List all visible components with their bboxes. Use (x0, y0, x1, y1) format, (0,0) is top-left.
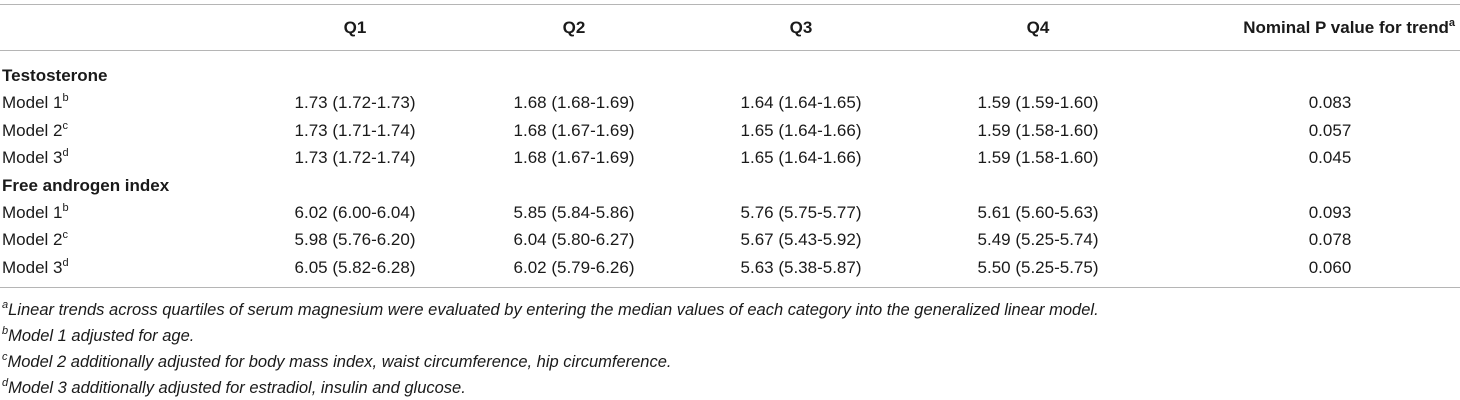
footnote-marker: a (1448, 17, 1455, 29)
table-cell: 5.61 (5.60-5.63) (977, 202, 1099, 222)
column-header: Q3 (790, 18, 813, 38)
row-label: Model 2c (2, 119, 68, 141)
table-cell: 1.68 (1.68-1.69) (513, 93, 635, 112)
table-cell: 6.04 (5.80-6.27) (513, 230, 635, 249)
footnote-marker: d (2, 377, 9, 389)
footnote-text: Model 2 additionally adjusted for body m… (7, 353, 672, 371)
footnote: bModel 1 adjusted for age. (2, 325, 195, 346)
table-cell: 5.98 (5.76-6.20) (294, 230, 416, 249)
footnote-marker: a (2, 299, 9, 311)
table-cell: 1.68 (1.67-1.69) (513, 148, 635, 167)
row-label-text: Model 2 (2, 230, 63, 249)
column-header-text: Q3 (789, 18, 813, 37)
table-cell: 5.49 (5.25-5.74) (977, 230, 1099, 249)
table-cell: 1.73 (1.71-1.74) (294, 120, 416, 140)
row-label: Model 3d (2, 256, 69, 278)
table-cell: 1.73 (1.72-1.73) (294, 93, 416, 112)
table-cell: 5.63 (5.38-5.87) (740, 257, 862, 277)
column-header: Nominal P value for trenda (1243, 18, 1455, 38)
row-label: Model 1b (2, 93, 69, 113)
table-cell: 5.50 (5.25-5.75) (977, 257, 1099, 277)
table-cell: 1.68 (1.67-1.69) (513, 120, 635, 140)
table-cell: 0.078 (1308, 230, 1352, 249)
table-cell: 1.64 (1.64-1.65) (740, 93, 862, 112)
table-cell: 5.76 (5.75-5.77) (740, 202, 862, 222)
table-cell: 6.02 (6.00-6.04) (294, 202, 416, 222)
row-label-text: Model 3 (2, 148, 63, 167)
footnote-marker: d (62, 147, 69, 159)
table-cell: 6.02 (5.79-6.26) (513, 257, 635, 277)
row-label-text: Model 1 (2, 202, 63, 222)
footnote-marker: c (2, 351, 8, 363)
footnote-text: Linear trends across quartiles of serum … (8, 301, 1099, 319)
footnote-text: Model 3 additionally adjusted for estrad… (8, 379, 466, 397)
column-header-text: Nominal P value for trend (1243, 18, 1449, 37)
footnote-marker: b (2, 325, 9, 337)
bottom-rule (0, 287, 1460, 288)
header-rule (0, 50, 1460, 51)
top-rule (0, 4, 1460, 5)
footnote: cModel 2 additionally adjusted for body … (2, 351, 672, 372)
row-label-text: Model 2 (2, 120, 63, 140)
column-header-text: Q1 (343, 18, 367, 37)
footnote-marker: b (62, 92, 69, 104)
table-cell: 0.093 (1308, 202, 1352, 222)
table-cell: 0.060 (1308, 257, 1352, 277)
footnote-text: Model 1 adjusted for age. (8, 327, 195, 345)
row-label: Model 3d (2, 148, 69, 168)
section-title: Free androgen index (2, 175, 170, 195)
footnote-marker: c (62, 229, 68, 241)
footnote-marker: d (62, 256, 69, 269)
table-cell: 1.59 (1.58-1.60) (977, 148, 1099, 167)
column-header-text: Q4 (1026, 18, 1050, 37)
column-header: Q1 (344, 18, 367, 38)
table-cell: 5.67 (5.43-5.92) (740, 230, 862, 249)
table-cell: 0.057 (1308, 120, 1352, 140)
table-cell: 1.73 (1.72-1.74) (294, 148, 416, 167)
footnote: aLinear trends across quartiles of serum… (2, 299, 1099, 320)
table-cell: 0.083 (1308, 93, 1352, 112)
column-header: Q2 (563, 18, 586, 38)
table-cell: 5.85 (5.84-5.86) (513, 202, 635, 222)
table-cell: 6.05 (5.82-6.28) (294, 257, 416, 277)
footnote: dModel 3 additionally adjusted for estra… (2, 377, 466, 398)
row-label: Model 1b (2, 201, 69, 223)
column-header-text: Q2 (562, 18, 586, 37)
row-label: Model 2c (2, 230, 68, 250)
table-cell: 1.65 (1.64-1.66) (740, 148, 862, 167)
table-cell: 1.59 (1.58-1.60) (977, 120, 1099, 140)
row-label-text: Model 1 (2, 93, 63, 112)
table-cell: 1.65 (1.64-1.66) (740, 120, 862, 140)
footnote-marker: b (62, 201, 69, 214)
table-cell: 0.045 (1308, 148, 1352, 167)
column-header: Q4 (1027, 18, 1050, 38)
footnote-marker: c (62, 119, 68, 132)
section-title: Testosterone (2, 66, 108, 85)
row-label-text: Model 3 (2, 257, 63, 277)
table-cell: 1.59 (1.59-1.60) (977, 93, 1099, 112)
